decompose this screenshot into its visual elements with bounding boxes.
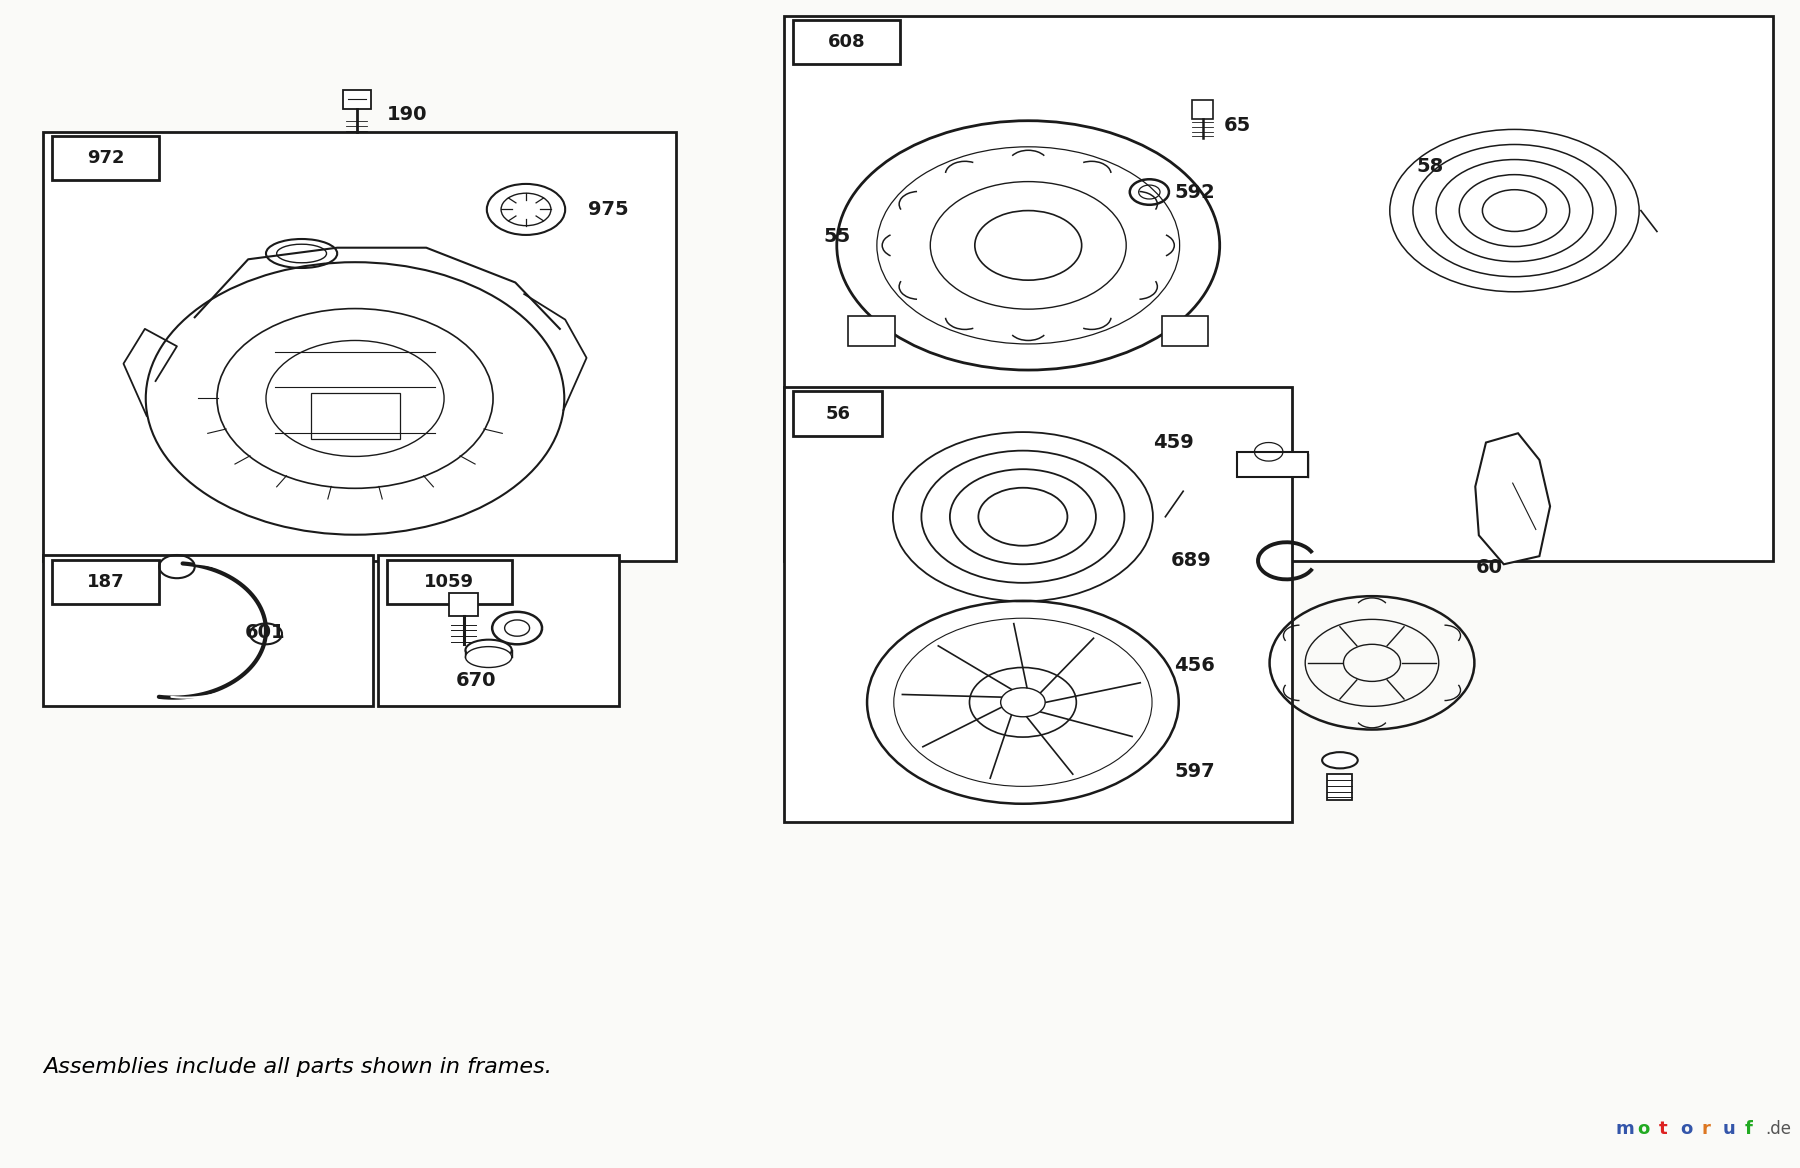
Polygon shape	[342, 90, 371, 109]
Bar	[794, 20, 900, 64]
Text: 601: 601	[245, 624, 284, 642]
Text: 456: 456	[1174, 655, 1215, 675]
Bar	[848, 317, 895, 346]
Ellipse shape	[1323, 752, 1357, 769]
Text: 975: 975	[589, 200, 628, 218]
Polygon shape	[1476, 433, 1550, 564]
Text: 592: 592	[1174, 182, 1215, 202]
Bar	[43, 132, 675, 561]
Text: m: m	[1616, 1120, 1634, 1139]
Text: 459: 459	[1154, 433, 1193, 452]
Ellipse shape	[466, 640, 511, 661]
Text: u: u	[1723, 1120, 1735, 1139]
Bar	[43, 555, 373, 705]
Bar	[785, 387, 1292, 822]
Text: 56: 56	[824, 404, 850, 423]
Text: 972: 972	[86, 150, 124, 167]
Text: 670: 670	[455, 670, 497, 690]
Text: t: t	[1660, 1120, 1667, 1139]
Bar	[387, 559, 511, 604]
Bar	[52, 137, 158, 180]
Text: 58: 58	[1417, 157, 1444, 176]
Text: 65: 65	[1224, 117, 1251, 135]
Ellipse shape	[466, 647, 511, 667]
Text: 597: 597	[1175, 763, 1215, 781]
Bar	[1163, 317, 1208, 346]
Bar	[1237, 452, 1309, 478]
Text: o: o	[1638, 1120, 1649, 1139]
Bar	[794, 391, 882, 436]
Bar	[785, 15, 1773, 561]
Bar	[1192, 100, 1213, 119]
Text: 689: 689	[1172, 551, 1211, 570]
Text: o: o	[1679, 1120, 1692, 1139]
Text: 190: 190	[387, 105, 428, 124]
Text: r: r	[1701, 1120, 1710, 1139]
Text: 60: 60	[1476, 558, 1503, 577]
Text: 55: 55	[823, 227, 851, 245]
Text: Assemblies include all parts shown in frames.: Assemblies include all parts shown in fr…	[43, 1057, 553, 1077]
Text: 1059: 1059	[425, 572, 475, 591]
Bar	[378, 555, 619, 705]
Bar	[311, 392, 400, 439]
Text: 187: 187	[86, 572, 124, 591]
Text: 608: 608	[828, 34, 866, 51]
Bar	[1327, 774, 1352, 800]
Text: f: f	[1744, 1120, 1751, 1139]
Text: .de: .de	[1766, 1120, 1791, 1139]
Bar	[52, 559, 158, 604]
Bar	[450, 593, 479, 617]
